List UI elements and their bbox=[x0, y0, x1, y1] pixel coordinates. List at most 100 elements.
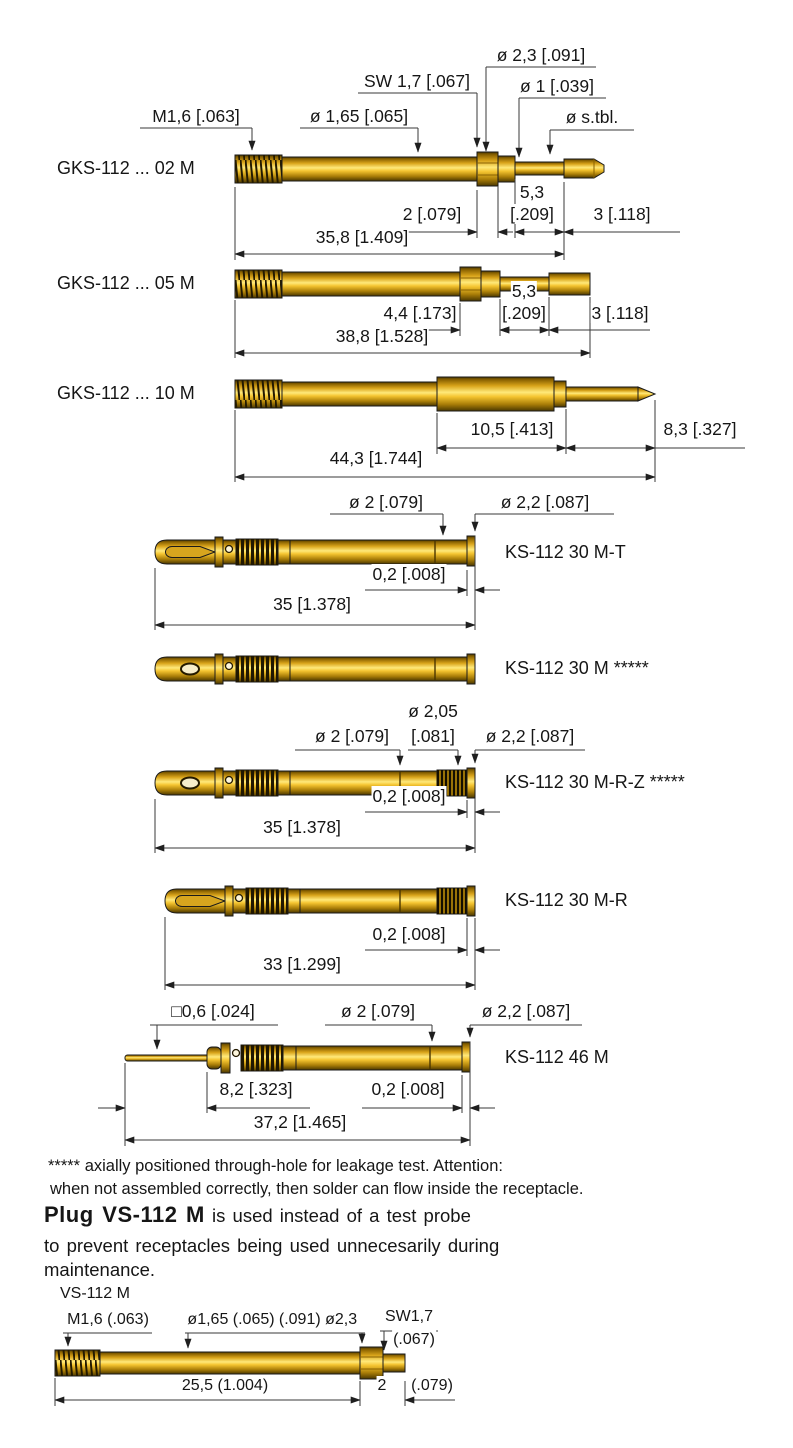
square-pin bbox=[124, 1054, 211, 1062]
dim-tip-length: 8,3 [.327] bbox=[662, 419, 738, 439]
body bbox=[295, 1045, 463, 1071]
slot bbox=[165, 546, 217, 558]
dim-pin-length: 8,2 [.323] bbox=[218, 1079, 294, 1099]
dim-total-length: 44,3 [1.744] bbox=[328, 448, 424, 468]
row-title-gks02: GKS-112 ... 02 M bbox=[57, 158, 195, 179]
through-hole bbox=[180, 776, 200, 790]
hex-nut bbox=[459, 266, 482, 302]
ks46m-dimensions bbox=[98, 1024, 582, 1146]
row-title-gks10: GKS-112 ... 10 M bbox=[57, 383, 195, 404]
ks30mr-dimensions bbox=[164, 917, 500, 990]
dia-label-plunger: ø 1 [.039] bbox=[519, 76, 595, 96]
hole bbox=[234, 893, 244, 903]
plug-name-bold: Plug VS-112 M bbox=[44, 1202, 205, 1227]
gks10-probe bbox=[234, 376, 657, 412]
flat-tip bbox=[548, 272, 591, 296]
dim-total-length: 38,8 [1.528] bbox=[334, 326, 430, 346]
body bbox=[289, 539, 468, 565]
crimp bbox=[214, 767, 224, 799]
dia-label-thread: M1,6 [.063] bbox=[151, 106, 241, 126]
crimp bbox=[220, 1042, 231, 1074]
dim-lip: 0,2 [.008] bbox=[371, 924, 447, 944]
plug-rest-text: is used instead of a test probe bbox=[204, 1205, 471, 1226]
dia-label-body: ø 2 [.079] bbox=[348, 492, 424, 512]
dia-label-body: ø 2 [.079] bbox=[340, 1001, 416, 1021]
collar bbox=[497, 155, 516, 183]
plug-paragraph-line2: to prevent receptacles being used unnece… bbox=[44, 1235, 500, 1256]
dim-total-length: 25,5 (1.004) bbox=[180, 1376, 270, 1395]
row-title-ks30mr: KS-112 30 M-R bbox=[505, 890, 628, 911]
row-title-ks30mt: KS-112 30 M-T bbox=[505, 542, 626, 563]
dim-segment-mm: 5,3 bbox=[510, 281, 538, 301]
dia-label-pin: □0,6 [.024] bbox=[170, 1001, 256, 1021]
dia-label-collar: ø 2,3 [.091] bbox=[495, 45, 587, 65]
gks02-probe bbox=[234, 151, 605, 187]
shaft bbox=[99, 1351, 361, 1375]
dim-barrel-length: 10,5 [.413] bbox=[469, 419, 555, 439]
band bbox=[277, 656, 291, 682]
dim-head-length: 4,4 [.173] bbox=[382, 303, 458, 323]
dim-segment-inch: [.209] bbox=[509, 204, 555, 224]
plug-paragraph-line3: maintenance. bbox=[44, 1259, 156, 1280]
row-title-ks30m: KS-112 30 M ***** bbox=[505, 658, 649, 679]
crimp bbox=[214, 653, 224, 685]
dim-hex-length: 2 [.079] bbox=[401, 204, 463, 224]
end-cap bbox=[466, 767, 476, 799]
hole bbox=[224, 544, 234, 554]
end-cap bbox=[466, 535, 476, 567]
band bbox=[287, 888, 301, 914]
dia-label-end: ø 2,2 [.087] bbox=[499, 492, 591, 512]
barrel bbox=[436, 376, 555, 412]
dia-label-end: ø 2,2 [.087] bbox=[484, 726, 576, 746]
ks30mt-dimensions bbox=[154, 513, 614, 630]
dia-label-collar: (.091) ø2,3 bbox=[277, 1310, 359, 1329]
plug-paragraph-line1: Plug VS-112 M is used instead of a test … bbox=[44, 1203, 471, 1227]
dim-total-length: 35 [1.378] bbox=[272, 594, 352, 614]
dia-label-knurl-inch: [.081] bbox=[410, 726, 456, 746]
row-title-vs112: VS-112 M bbox=[60, 1284, 130, 1303]
dim-total-length: 37,2 [1.465] bbox=[252, 1112, 348, 1132]
dia-label-hex: SW1,7 bbox=[383, 1307, 435, 1326]
band bbox=[277, 770, 291, 796]
tip bbox=[563, 158, 605, 179]
dia-label-thread: M1,6 (.063) bbox=[66, 1310, 150, 1329]
dim-segment-inch: [.209] bbox=[501, 303, 547, 323]
shaft bbox=[281, 381, 438, 407]
dim-lip: 0,2 [.008] bbox=[371, 786, 447, 806]
hex-end bbox=[382, 1353, 406, 1373]
plunger bbox=[565, 386, 639, 402]
ring bbox=[553, 380, 567, 408]
slot bbox=[175, 895, 227, 907]
dia-label-tip: ø s.tbl. bbox=[564, 107, 620, 127]
footnote-line2: when not assembled correctly, then solde… bbox=[50, 1180, 584, 1198]
dim-total-length: 35 [1.378] bbox=[262, 817, 342, 837]
dim-hex-inch: (.079) bbox=[410, 1376, 454, 1395]
crimp bbox=[214, 536, 224, 568]
ks30mrz-receptacle bbox=[154, 767, 476, 799]
dim-tip-length: 3 [.118] bbox=[590, 303, 650, 323]
pointed-tip bbox=[637, 386, 657, 402]
dim-lip: 0,2 [.008] bbox=[371, 564, 447, 584]
dim-segment-mm: 5,3 bbox=[518, 182, 546, 202]
gks10-dimensions bbox=[234, 400, 745, 482]
body bbox=[289, 656, 468, 682]
band bbox=[282, 1045, 297, 1071]
shaft bbox=[281, 156, 478, 182]
ks30mt-receptacle bbox=[154, 535, 476, 568]
hole bbox=[224, 661, 234, 671]
dia-label-hex: SW 1,7 [.067] bbox=[362, 71, 472, 91]
tube bbox=[154, 770, 438, 796]
dia-label-shaft: ø1,65 (.065) bbox=[186, 1310, 276, 1329]
end-cap bbox=[461, 1041, 471, 1073]
row-title-ks30mrz: KS-112 30 M-R-Z ***** bbox=[505, 772, 685, 793]
hole bbox=[224, 775, 234, 785]
end-cap bbox=[466, 885, 476, 917]
collar bbox=[480, 270, 501, 298]
crimp bbox=[224, 885, 234, 917]
through-hole bbox=[180, 662, 200, 676]
vs112-plug bbox=[54, 1346, 406, 1380]
hole bbox=[231, 1048, 241, 1058]
hex-nut bbox=[476, 151, 499, 187]
